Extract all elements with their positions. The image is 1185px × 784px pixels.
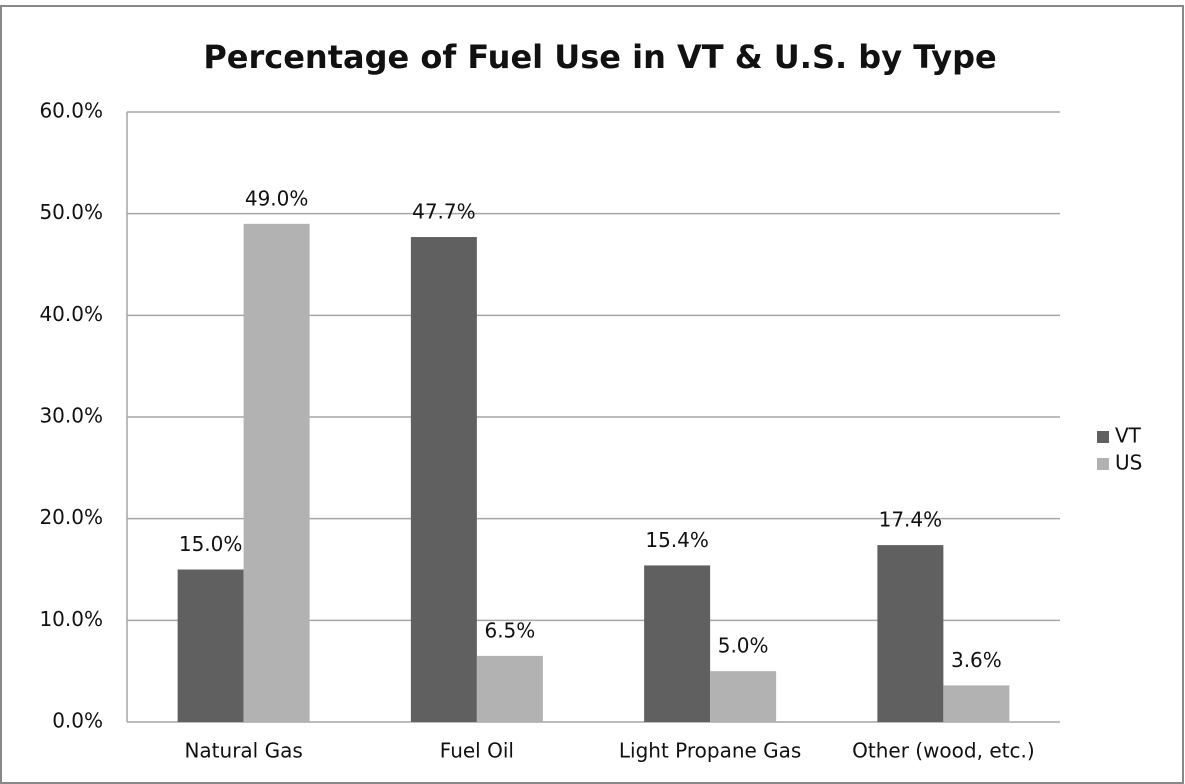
value-label: 17.4% (879, 508, 943, 532)
chart-title: Percentage of Fuel Use in VT & U.S. by T… (203, 38, 996, 76)
x-tick-label: Fuel Oil (440, 739, 514, 763)
value-label: 47.7% (412, 200, 476, 224)
bar (243, 223, 310, 723)
value-label: 5.0% (718, 634, 769, 658)
bar (943, 685, 1010, 722)
legend-label: VT (1115, 424, 1142, 448)
y-tick-label: 20.0% (39, 505, 103, 529)
value-label: 15.4% (645, 528, 709, 552)
legend-swatch (1097, 458, 1109, 470)
bar (476, 655, 543, 722)
legend-swatch (1097, 431, 1109, 443)
x-tick-label: Light Propane Gas (619, 739, 801, 763)
y-tick-label: 10.0% (39, 607, 103, 631)
bar (410, 237, 477, 723)
y-tick-label: 0.0% (52, 709, 103, 733)
bar (710, 671, 777, 722)
y-tick-label: 40.0% (39, 302, 103, 326)
y-tick-label: 30.0% (39, 404, 103, 428)
bar (177, 569, 244, 722)
x-tick-label: Natural Gas (184, 739, 302, 763)
y-tick-label: 50.0% (39, 200, 103, 224)
bar (644, 565, 711, 722)
value-label: 6.5% (484, 618, 535, 642)
value-label: 3.6% (951, 648, 1002, 672)
x-tick-label: Other (wood, etc.) (852, 739, 1035, 763)
value-label: 15.0% (179, 532, 243, 556)
value-label: 49.0% (245, 186, 309, 210)
legend-label: US (1115, 451, 1142, 475)
y-tick-label: 60.0% (39, 99, 103, 123)
bar (877, 545, 944, 722)
